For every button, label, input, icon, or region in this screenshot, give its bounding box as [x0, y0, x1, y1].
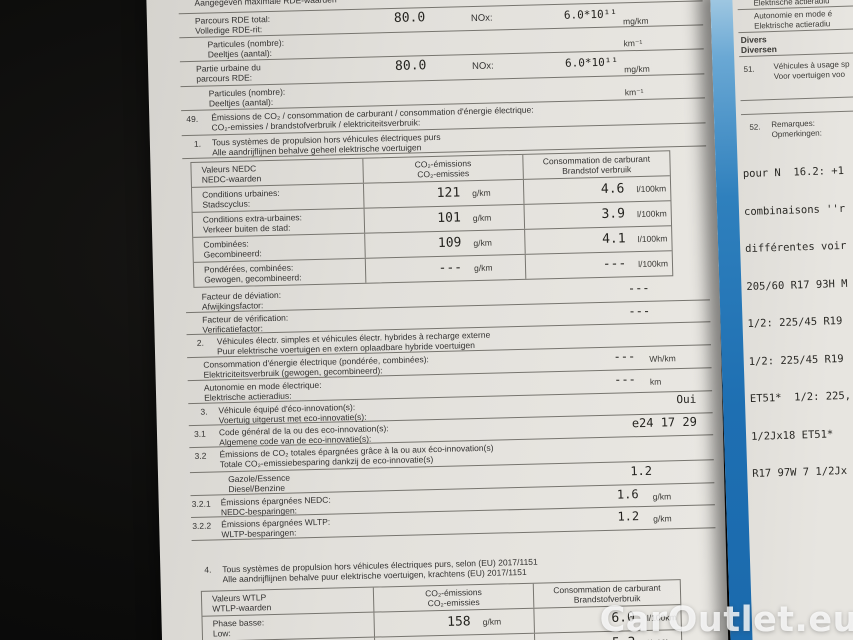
co2-value: 121: [436, 185, 461, 201]
item-number: 4.: [204, 564, 212, 575]
co2-value: 101: [437, 210, 461, 226]
nox-value: 6.0*10¹¹: [563, 7, 618, 22]
item-number: 3.1: [193, 428, 206, 439]
item-number: 3.: [200, 406, 208, 417]
fuel-value: ---: [602, 256, 627, 272]
co2-value: 158: [447, 614, 471, 630]
unit: g/km: [652, 491, 672, 502]
value: 80.0: [393, 10, 426, 26]
value: ---: [627, 280, 650, 296]
fuel-value: 4.1: [601, 231, 626, 247]
unit: g/km: [653, 513, 672, 524]
remarks-line: 205/60 R17 93H M: [746, 277, 848, 293]
unit: mg/km: [624, 63, 650, 75]
row-autonomy-2: Autonomie en mode é Elektrische actierad…: [737, 5, 853, 34]
remarks-line: 1/2Jx18 ET51*: [750, 427, 834, 443]
remarks-text-block: pour N 16.2: +1 combinaisons ''r différe…: [742, 138, 853, 505]
unit: km⁻¹: [624, 86, 644, 98]
value: ---: [628, 303, 651, 319]
coc-page-main: 48.2 maximales déclarées Aangegeven maxi…: [146, 0, 730, 640]
item-number: 1.: [193, 138, 202, 149]
remarks-line: combinaisons ''r: [743, 202, 846, 218]
co2-unit: g/km: [473, 262, 493, 274]
right-page-content: Autonomie en mode e Elektrische actierad…: [736, 0, 853, 505]
fuel-unit: l/100km: [636, 183, 667, 195]
item-number: 49.: [186, 113, 199, 125]
unit: mg/km: [622, 15, 649, 27]
value: Oui: [676, 392, 697, 407]
remarks-line: pour N 16.2: +1: [742, 164, 845, 181]
unit: km: [649, 376, 662, 387]
nox-label: NOx:: [471, 60, 494, 73]
row-section-52: 52. Remarques: Opmerkingen:: [741, 110, 853, 141]
nox-value: 6.0*10¹¹: [564, 55, 619, 70]
co2-unit: g/km: [472, 212, 492, 224]
remarks-line: différentes voir: [745, 239, 847, 256]
value: ---: [613, 349, 636, 364]
value: 1.2: [617, 509, 640, 524]
coc-form-rows: 48.2 maximales déclarées Aangegeven maxi…: [178, 0, 718, 640]
fuel-unit: l/100km: [638, 258, 669, 270]
nedc-table: Valeurs NEDC NEDC-waarden CO₂-émissions …: [190, 150, 674, 288]
item-number: 3.2.2: [192, 520, 212, 532]
fuel-value: 3.9: [601, 206, 626, 222]
remarks-line: ET51* 1/2: 225,: [749, 389, 852, 405]
value: 80.0: [394, 58, 427, 74]
nox-label: NOx:: [470, 12, 493, 25]
watermark: CarOutlet.eu: [599, 600, 853, 640]
item-number: 51.: [743, 64, 755, 74]
item-number: 3.2: [194, 450, 207, 461]
remarks-line: 1/2: 225/45 R19: [748, 352, 844, 368]
fuel-unit: l/100km: [637, 233, 668, 245]
co2-unit: g/km: [482, 616, 502, 627]
item-number: 2.: [196, 337, 204, 348]
fuel-value: 4.6: [600, 181, 625, 197]
divider-line: [740, 95, 853, 102]
item-number: 52.: [749, 122, 761, 132]
value: e24 17 29: [631, 414, 698, 431]
value: 1.6: [616, 487, 639, 502]
item-number: 3.2.1: [191, 498, 211, 510]
remarks-line: 1/2: 225/45 R19: [747, 315, 843, 330]
co2-unit: g/km: [472, 187, 491, 199]
value: 1.2: [630, 463, 653, 479]
fuel-unit: l/100km: [636, 208, 667, 220]
co2-value: 109: [437, 235, 462, 251]
co2-unit: g/km: [473, 237, 492, 249]
value: ---: [613, 372, 636, 387]
row-section-51: 51. Véhicules à usage sp Voor voertuigen…: [739, 52, 853, 87]
co2-value: ---: [438, 260, 463, 276]
unit: Wh/km: [649, 353, 676, 364]
row-divers: Divers Diversen: [738, 28, 853, 58]
coc-page-right: Autonomie en mode e Elektrische actierad…: [710, 0, 853, 640]
unit: km⁻¹: [623, 37, 643, 49]
remarks-line: R17 97W 7 1/2Jx: [752, 464, 848, 480]
